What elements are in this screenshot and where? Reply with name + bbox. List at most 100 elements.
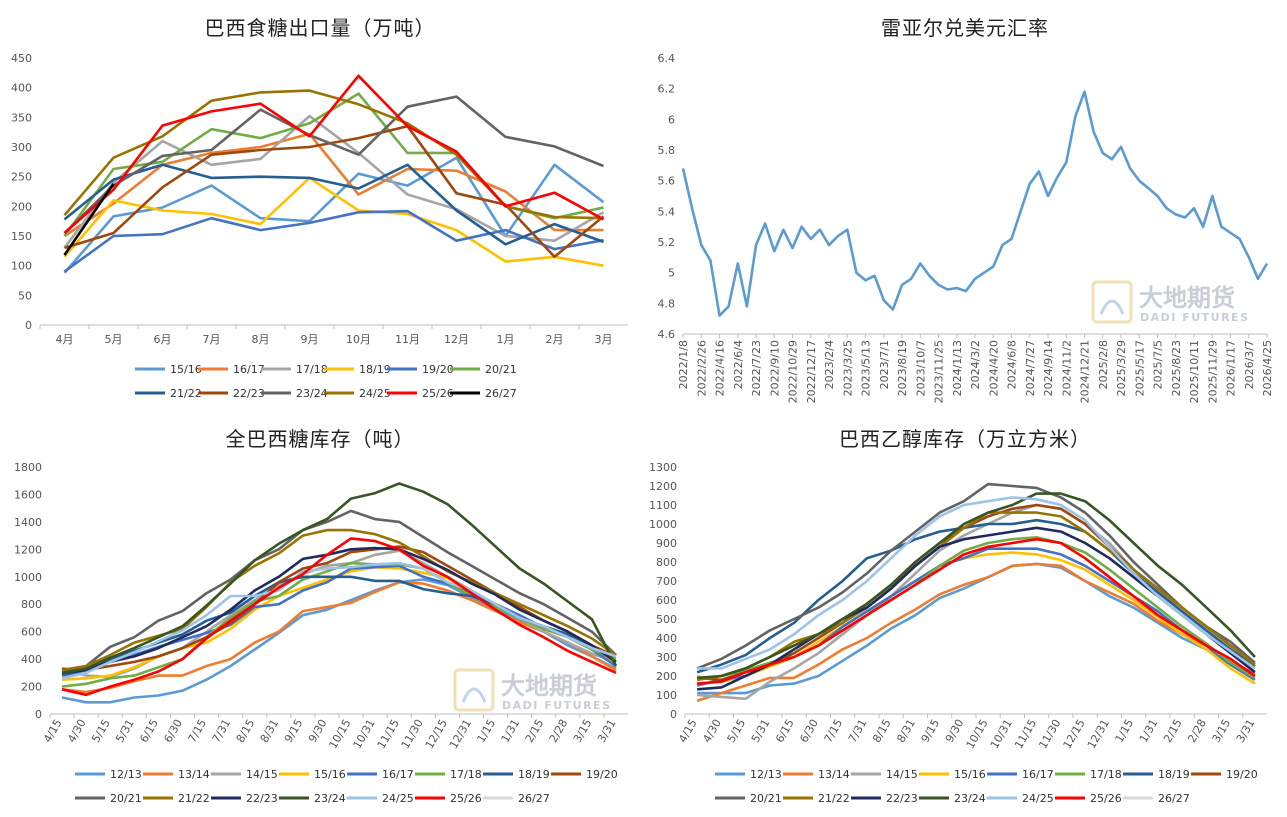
series-line-22-23 bbox=[64, 124, 605, 259]
fx-series-line bbox=[681, 90, 1269, 317]
legend-item: 23/24 bbox=[261, 387, 328, 400]
legend-label: 20/21 bbox=[110, 792, 142, 805]
x-tick-label: 12/31 bbox=[447, 717, 474, 751]
watermark-text-cn: 大地期货 bbox=[1139, 284, 1235, 312]
x-tick-label: 6/15 bbox=[137, 717, 161, 745]
y-tick-label: 6 bbox=[668, 113, 675, 126]
legend-item: 26/27 bbox=[483, 792, 550, 805]
legend-label: 14/15 bbox=[886, 768, 918, 781]
y-tick-label: 400 bbox=[11, 82, 32, 95]
series-line-23-24 bbox=[696, 492, 1256, 680]
x-tick-label: 2026/1/17 bbox=[1225, 340, 1238, 396]
legend-label: 25/26 bbox=[450, 792, 482, 805]
y-tick-label: 6.2 bbox=[658, 83, 676, 96]
x-tick-label: 2023/8/19 bbox=[896, 340, 909, 396]
y-tick-label: 900 bbox=[656, 537, 677, 550]
series-line-16-17 bbox=[63, 132, 604, 238]
y-tick-label: 5.4 bbox=[658, 205, 676, 218]
y-tick-label: 300 bbox=[11, 141, 32, 154]
series-line-18-19 bbox=[63, 176, 604, 267]
legend-label: 17/18 bbox=[296, 363, 328, 376]
x-tick-label: 10/15 bbox=[327, 717, 354, 751]
y-tick-label: 1300 bbox=[649, 461, 677, 474]
legend-label: 18/19 bbox=[1158, 768, 1190, 781]
x-tick-label: 2023/2/4 bbox=[823, 340, 836, 389]
watermark-text-en: DADI FUTURES bbox=[502, 699, 612, 712]
legend-item: 14/15 bbox=[211, 768, 278, 781]
series-line-17-18 bbox=[63, 114, 605, 249]
legend-item: 26/27 bbox=[450, 387, 517, 400]
legend-item: 19/20 bbox=[551, 768, 618, 781]
x-tick-label: 8/15 bbox=[870, 717, 894, 745]
y-tick-label: 800 bbox=[656, 556, 677, 569]
series-line-23-24 bbox=[61, 482, 618, 675]
legend-item: 18/19 bbox=[1123, 768, 1190, 781]
x-tick-label: 7/15 bbox=[186, 717, 210, 745]
legend-label: 18/19 bbox=[359, 363, 391, 376]
legend-item: 23/24 bbox=[279, 792, 346, 805]
x-tick-label: 1月 bbox=[497, 333, 515, 346]
x-tick-label: 2024/12/21 bbox=[1079, 340, 1092, 403]
legend-item: 16/17 bbox=[347, 768, 414, 781]
x-tick-label: 2023/7/1 bbox=[878, 340, 891, 389]
x-tick-label: 8/31 bbox=[258, 717, 282, 745]
legend-item: 20/21 bbox=[450, 363, 517, 376]
legend-label: 23/24 bbox=[314, 792, 346, 805]
x-tick-label: 12/31 bbox=[1085, 717, 1112, 751]
legend-item: 17/18 bbox=[261, 363, 328, 376]
legend-item: 22/23 bbox=[851, 792, 918, 805]
x-tick-label: 2025/5/17 bbox=[1133, 340, 1146, 396]
x-tick-label: 7月 bbox=[203, 333, 221, 346]
y-tick-label: 0 bbox=[25, 319, 32, 332]
ethanol-stock-chart-panel: 巴西乙醇库存（万立方米） 0 100 200 300 400 500 600 700 800 90… bbox=[643, 415, 1287, 817]
x-tick-label: 4/30 bbox=[65, 717, 89, 745]
x-tick-label: 5月 bbox=[105, 333, 123, 346]
series-line-19-20 bbox=[63, 209, 604, 273]
legend-label: 22/23 bbox=[233, 387, 265, 400]
x-tick-label: 2/28 bbox=[547, 717, 571, 745]
sugar-stock-chart-panel: 全巴西糖库存（吨） 0 200 400 600 800 1000 1200 1400 1600 1… bbox=[0, 415, 640, 817]
series-line-21-22 bbox=[63, 163, 604, 246]
legend-item: 17/18 bbox=[415, 768, 482, 781]
x-tick-label: 3/31 bbox=[1234, 717, 1258, 745]
series-line-20-21 bbox=[61, 509, 617, 672]
y-tick-label: 1800 bbox=[14, 461, 42, 474]
y-tick-label: 1400 bbox=[14, 516, 42, 529]
legend-label: 16/17 bbox=[1022, 768, 1054, 781]
y-tick-label: 1200 bbox=[649, 480, 677, 493]
legend-label: 22/23 bbox=[246, 792, 278, 805]
legend-label: 13/14 bbox=[178, 768, 210, 781]
x-tick-label: 5/31 bbox=[113, 717, 137, 745]
series-line-15-16 bbox=[63, 156, 605, 274]
legend-item: 24/25 bbox=[324, 387, 391, 400]
legend-item: 14/15 bbox=[851, 768, 918, 781]
x-tick-label: 2023/3/25 bbox=[841, 340, 854, 396]
x-tick-label: 2026/4/25 bbox=[1261, 340, 1274, 396]
y-tick-label: 700 bbox=[656, 575, 677, 588]
x-tick-label: 10/15 bbox=[964, 717, 991, 751]
x-tick-label: 2024/11/2 bbox=[1060, 340, 1073, 396]
x-tick-label: 12/15 bbox=[1061, 717, 1088, 751]
legend-label: 15/16 bbox=[954, 768, 986, 781]
y-tick-label: 150 bbox=[11, 230, 32, 243]
x-tick-label: 5/15 bbox=[89, 717, 113, 745]
x-tick-label: 2023/10/7 bbox=[914, 340, 927, 396]
legend-item: 20/21 bbox=[715, 792, 782, 805]
legend-item: 24/25 bbox=[987, 792, 1054, 805]
y-tick-label: 100 bbox=[11, 260, 32, 273]
legend-label: 21/22 bbox=[818, 792, 850, 805]
legend-label: 24/25 bbox=[382, 792, 414, 805]
series-line-24-25 bbox=[61, 561, 617, 680]
fx-chart-title: 雷亚尔兑美元汇率 bbox=[881, 16, 1049, 40]
legend-label: 13/14 bbox=[818, 768, 850, 781]
x-tick-label: 2025/8/23 bbox=[1170, 340, 1183, 396]
x-tick-label: 2025/10/11 bbox=[1188, 340, 1201, 403]
legend-item: 25/26 bbox=[1055, 792, 1122, 805]
series-line-12-13 bbox=[697, 562, 1256, 695]
x-tick-label: 2022/2/26 bbox=[695, 340, 708, 396]
sugar-stock-chart-title: 全巴西糖库存（吨） bbox=[225, 427, 415, 451]
x-tick-label: 11/30 bbox=[399, 717, 426, 751]
legend-label: 21/22 bbox=[170, 387, 202, 400]
x-tick-label: 2025/7/5 bbox=[1152, 340, 1165, 389]
export-chart-panel: 巴西食糖出口量（万吨） 0 50 100 150 200 250 300 350 400 450 4… bbox=[0, 0, 640, 410]
